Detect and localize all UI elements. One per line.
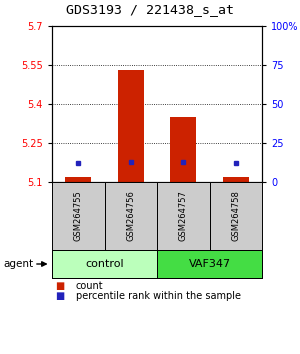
Bar xyxy=(118,70,144,182)
Text: GSM264757: GSM264757 xyxy=(179,190,188,241)
Bar xyxy=(65,177,92,182)
Text: GDS3193 / 221438_s_at: GDS3193 / 221438_s_at xyxy=(66,3,234,16)
Bar xyxy=(170,117,197,182)
Bar xyxy=(223,177,249,182)
Text: percentile rank within the sample: percentile rank within the sample xyxy=(76,291,241,301)
Bar xyxy=(52,250,157,278)
Text: ■: ■ xyxy=(55,291,64,301)
Text: ■: ■ xyxy=(55,281,64,291)
Bar xyxy=(157,182,209,250)
Text: count: count xyxy=(76,281,104,291)
Text: GSM264755: GSM264755 xyxy=(74,190,83,241)
Text: control: control xyxy=(85,259,124,269)
Bar xyxy=(209,182,262,250)
Text: agent: agent xyxy=(3,259,33,269)
Text: GSM264756: GSM264756 xyxy=(126,190,135,241)
Text: GSM264758: GSM264758 xyxy=(231,190,240,241)
Text: VAF347: VAF347 xyxy=(188,259,231,269)
Bar xyxy=(52,182,104,250)
Bar xyxy=(104,182,157,250)
Bar xyxy=(157,250,262,278)
